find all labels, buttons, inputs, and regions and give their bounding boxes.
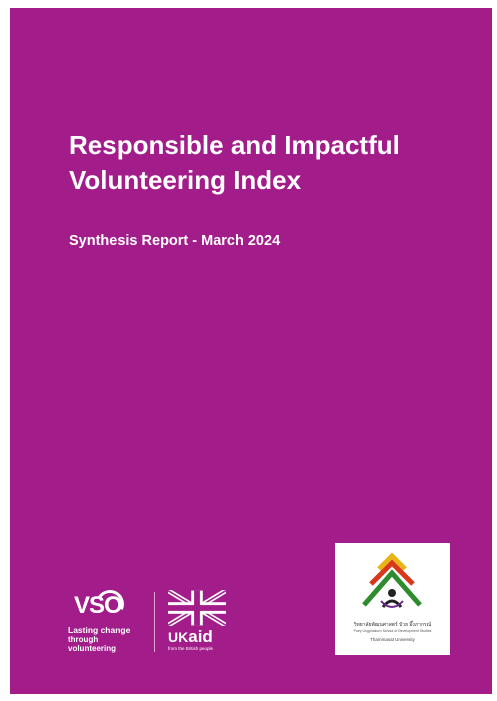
report-cover: Responsible and Impactful Volunteering I… xyxy=(10,8,492,694)
ukaid-tagline: from the British people xyxy=(168,646,214,651)
vso-tagline-line-1: Lasting change xyxy=(68,625,131,635)
vso-logo-mark: VSO xyxy=(68,586,148,626)
ukaid-wordmark: UKaid xyxy=(168,628,238,646)
report-title: Responsible and Impactful Volunteering I… xyxy=(69,128,479,198)
ukaid-wordmark-aid: aid xyxy=(188,627,213,646)
union-flag-icon xyxy=(168,590,226,626)
report-subtitle: Synthesis Report - March 2024 xyxy=(69,233,281,249)
logo-divider xyxy=(154,592,155,652)
university-english-name: Puey Ungphakorn School of Development St… xyxy=(353,629,432,633)
report-title-line-2: Volunteering Index xyxy=(69,165,302,195)
ukaid-logo: UKaid from the British people xyxy=(168,590,238,651)
stacked-chevron-emblem-icon xyxy=(362,552,422,608)
vso-tagline-line-2: through volunteering xyxy=(68,635,117,653)
vso-tagline: Lasting change through volunteering xyxy=(68,625,148,654)
university-name: Thammasat University xyxy=(370,637,415,642)
university-thai-name: วิทยาลัยพัฒนศาสตร์ ป๋วย อึ๊งภากรณ์ xyxy=(353,622,432,628)
vso-logo: VSO Lasting change through volunteering xyxy=(68,586,148,654)
vso-wordmark: VSO xyxy=(74,592,123,619)
university-logo: วิทยาลัยพัฒนศาสตร์ ป๋วย อึ๊งภากรณ์ Puey … xyxy=(335,543,450,655)
ukaid-wordmark-uk: UK xyxy=(168,629,189,645)
report-title-line-1: Responsible and Impactful xyxy=(69,130,400,160)
